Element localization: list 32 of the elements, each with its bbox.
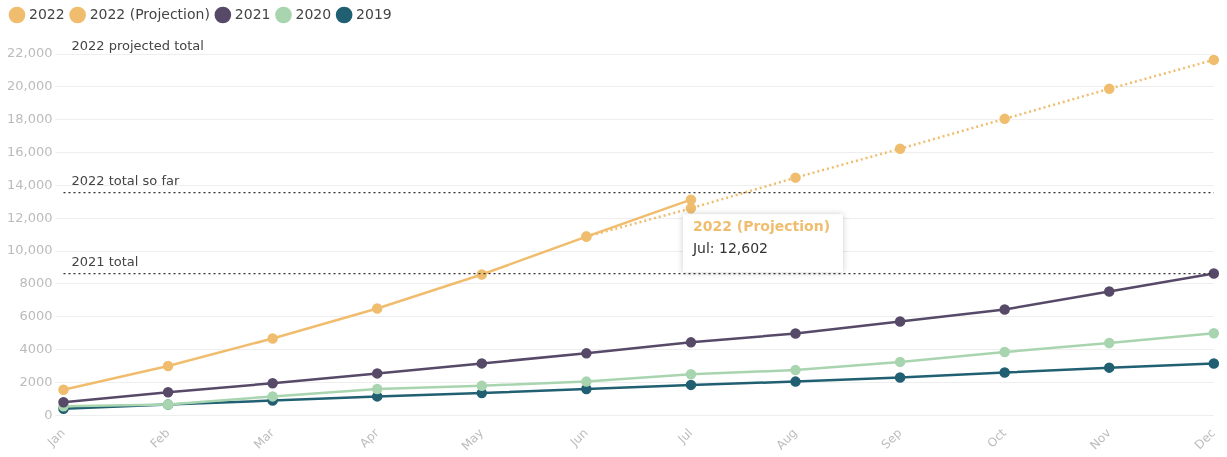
y-tick-label: 4000 xyxy=(19,340,53,356)
text: 2022 projected total xyxy=(71,37,204,53)
y-tick-label: 0 xyxy=(44,406,53,422)
x-tick-label: Aug xyxy=(773,425,800,453)
ref-line-label: 2021 total xyxy=(71,254,139,270)
legend-label: 2020 xyxy=(295,5,332,22)
x-tick-label: Mar xyxy=(251,425,278,452)
legend-label: 2019 xyxy=(356,5,392,22)
legend-label: 2021 xyxy=(234,5,271,22)
y-tick-label: 22,000 xyxy=(6,45,53,61)
legend-label: 2022 (Projection) xyxy=(89,5,210,22)
ref-line-label: 2022 total so far xyxy=(71,173,180,189)
annotation: 2022 (Projection) xyxy=(692,217,831,234)
x-tick-label: Jul xyxy=(674,425,696,447)
x-tick-label: Oct xyxy=(984,425,1010,451)
x-tick-label: Feb xyxy=(147,425,173,451)
x-tick-label: Dec xyxy=(1191,425,1219,453)
y-tick-label: 12,000 xyxy=(6,209,53,225)
y-tick-label: 2000 xyxy=(19,373,53,389)
x-tick-label: Jun xyxy=(566,425,591,450)
y-tick-label: 8000 xyxy=(19,275,53,291)
x-tick-label: Sep xyxy=(878,425,905,452)
annotation: Jul: 12,602 xyxy=(691,239,768,256)
y-tick-label: 6000 xyxy=(19,308,53,324)
y-tick-label: 20,000 xyxy=(6,78,53,94)
y-tick-label: 14,000 xyxy=(6,176,53,192)
y-tick-label: 10,000 xyxy=(6,242,53,258)
x-tick-label: Apr xyxy=(356,425,382,451)
x-tick-label: Jan xyxy=(44,425,68,450)
y-tick-label: 18,000 xyxy=(6,111,53,127)
y-tick-label: 16,000 xyxy=(6,143,53,159)
legend-label: 2022 xyxy=(29,5,65,22)
